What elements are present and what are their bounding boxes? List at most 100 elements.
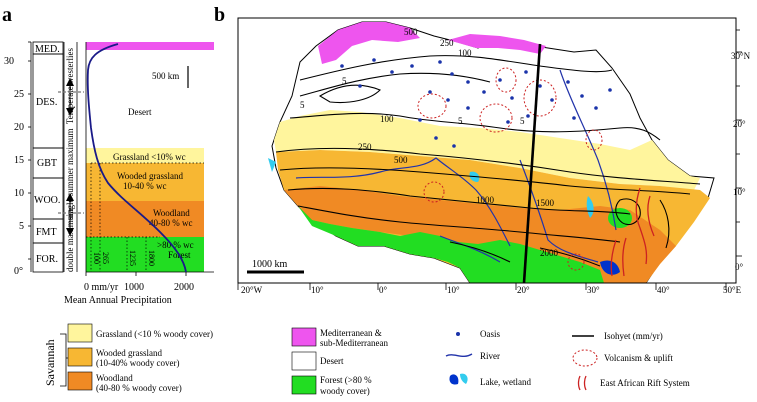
wind-label-double: double maximum — [65, 209, 75, 272]
band-grassland — [86, 148, 204, 163]
map-lon-10w: 10° — [311, 285, 324, 295]
map-forest — [298, 206, 604, 283]
veg-label-woodland: Woodland — [153, 208, 190, 218]
band-wooded-grassland — [86, 163, 204, 201]
legend-swatch-mediterranean — [291, 327, 317, 347]
veg-label-wooded: Wooded grassland — [117, 171, 184, 181]
map-isohyet-labels: 500 250 100 5 5 100 5 5 250 500 1000 150… — [300, 27, 559, 258]
legend-swatch-woodland — [67, 371, 93, 391]
isohyet-label-500-n: 500 — [404, 27, 418, 37]
panel-b-map: 30°N 20° 10° 0° 20°W 10° 0° 10° 20° 30° … — [237, 17, 751, 295]
isohyet-label-1500: 1500 — [536, 198, 555, 208]
legend-swatch-wooded-grassland — [67, 347, 93, 367]
isohyet-label-250-n: 250 — [440, 38, 454, 48]
veg-label-woodland-pct: 40-80 % wc — [149, 218, 193, 228]
zone-label-med: MED. — [35, 44, 60, 55]
map-lat-10: 10° — [733, 187, 746, 197]
map-lat-0: 0° — [735, 262, 744, 272]
isohyet-label-500-s: 500 — [394, 155, 408, 165]
legend: Savannah Grassland (<10 % woody cover) W… — [43, 323, 690, 396]
legend-text-wooded-grassland-2: (10-40% woody cover) — [96, 358, 179, 368]
panel-a-latitude-axis: 30 25 20 15 10 5 0° — [4, 41, 32, 277]
legend-text-wooded-grassland-1: Wooded grassland — [96, 348, 163, 358]
map-woodland — [284, 186, 676, 283]
panel-a-label: a — [2, 4, 12, 26]
map-lon-20w: 20°W — [241, 285, 263, 295]
zone-label-for: FOR. — [36, 254, 58, 265]
isohyet-label-100-s: 100 — [380, 114, 394, 124]
legend-text-isohyet: Isohyet (mm/yr) — [604, 331, 663, 341]
panel-a-scale-bar: 500 km — [152, 66, 189, 88]
lat-tick-15: 15 — [14, 155, 24, 166]
veg-label-grassland: Grassland <10% wc — [113, 152, 186, 162]
map-transect — [522, 43, 542, 283]
map-volcanism — [417, 67, 603, 271]
threshold-1800: 1800 — [147, 250, 156, 266]
veg-label-wooded-pct: 10-40 % wc — [123, 181, 167, 191]
x-tick-2000: 2000 — [174, 282, 194, 293]
map-lon-40e: 40° — [657, 285, 670, 295]
panel-a-zone-column: MED. DES. GBT WOO. FMT FOR. — [32, 41, 64, 273]
map-rift-system — [610, 187, 655, 277]
wind-label-single: single summer maximum — [65, 129, 75, 221]
legend-text-mediterranean-1: Mediterranean & — [320, 328, 382, 338]
map-lon-10e: 10° — [447, 285, 460, 295]
map-grassland — [274, 110, 700, 190]
panel-a-zone-bands — [86, 42, 214, 272]
legend-text-woodland-1: Woodland — [96, 373, 133, 383]
legend-text-desert: Desert — [320, 356, 344, 366]
isohyet-label-100-n: 100 — [458, 48, 472, 58]
zone-label-des: DES. — [36, 97, 57, 108]
legend-text-mediterranean-2: sub-Mediterranean — [320, 338, 388, 348]
band-med — [86, 42, 214, 50]
legend-text-lake: Lake, wetland — [480, 377, 531, 387]
legend-text-woodland-2: (40-80 % woody cover) — [96, 383, 182, 393]
map-lat-ticks — [736, 29, 742, 257]
legend-text-forest-1: Forest (>80 % — [320, 375, 372, 385]
legend-rift-symbol — [577, 375, 587, 391]
panel-a-xlabel: Mean Annual Precipitation — [64, 295, 172, 306]
map-lat-30n: 30°N — [731, 51, 751, 61]
legend-text-grassland: Grassland (<10 % woody cover) — [96, 329, 213, 339]
map-lon-0: 0° — [379, 285, 388, 295]
map-lon-50e: 50°E — [723, 285, 742, 295]
lat-tick-10: 10 — [14, 188, 24, 199]
veg-label-forest-pct: >80 % wc — [157, 240, 194, 250]
panel-b-label: b — [214, 4, 225, 26]
lat-tick-20: 20 — [14, 122, 24, 133]
threshold-1235: 1235 — [128, 250, 137, 266]
legend-text-river: River — [480, 351, 500, 361]
map-oases — [340, 58, 612, 148]
x-tick-1000: 1000 — [124, 282, 144, 293]
threshold-265: 265 — [101, 252, 110, 264]
zone-label-woo: WOO. — [34, 195, 60, 206]
panel-a-precipitation-curve — [86, 43, 187, 273]
lat-tick-5: 5 — [19, 221, 24, 232]
panel-a-wind-column: Temperate westerlies single summer maxim… — [58, 42, 84, 272]
map-scale-text: 1000 km — [252, 259, 288, 270]
legend-swatch-grassland — [67, 323, 93, 343]
isohyet-label-5-w: 5 — [342, 76, 347, 86]
panel-a-thresholds: 100 265 1235 1800 — [86, 162, 204, 272]
zone-label-gbt: GBT — [37, 158, 57, 169]
lat-tick-30n: 30 — [4, 56, 14, 67]
veg-label-desert: Desert — [128, 107, 152, 117]
legend-text-volcanism: Volcanism & uplift — [604, 353, 673, 363]
legend-savannah-label: Savannah — [43, 339, 57, 386]
map-mediterranean — [318, 22, 546, 64]
map-lon-30e: 30° — [587, 285, 600, 295]
panel-a-plot-frame — [85, 42, 214, 273]
threshold-100: 100 — [92, 252, 101, 264]
legend-swatch-forest — [291, 375, 317, 395]
legend-river-symbol — [445, 353, 473, 357]
panel-a-x-axis: 0 mm/yr 1000 2000 Mean Annual Precipitat… — [64, 272, 194, 306]
isohyet-label-5-w2: 5 — [300, 100, 305, 110]
isohyet-label-5-e: 5 — [520, 116, 525, 126]
isohyet-label-250-s: 250 — [358, 142, 372, 152]
isohyet-label-5-c: 5 — [458, 116, 463, 126]
map-isohyets — [275, 55, 701, 267]
lat-tick-0: 0° — [14, 266, 23, 277]
legend-text-rift: East African Rift System — [600, 378, 690, 388]
map-lakes — [268, 158, 620, 275]
